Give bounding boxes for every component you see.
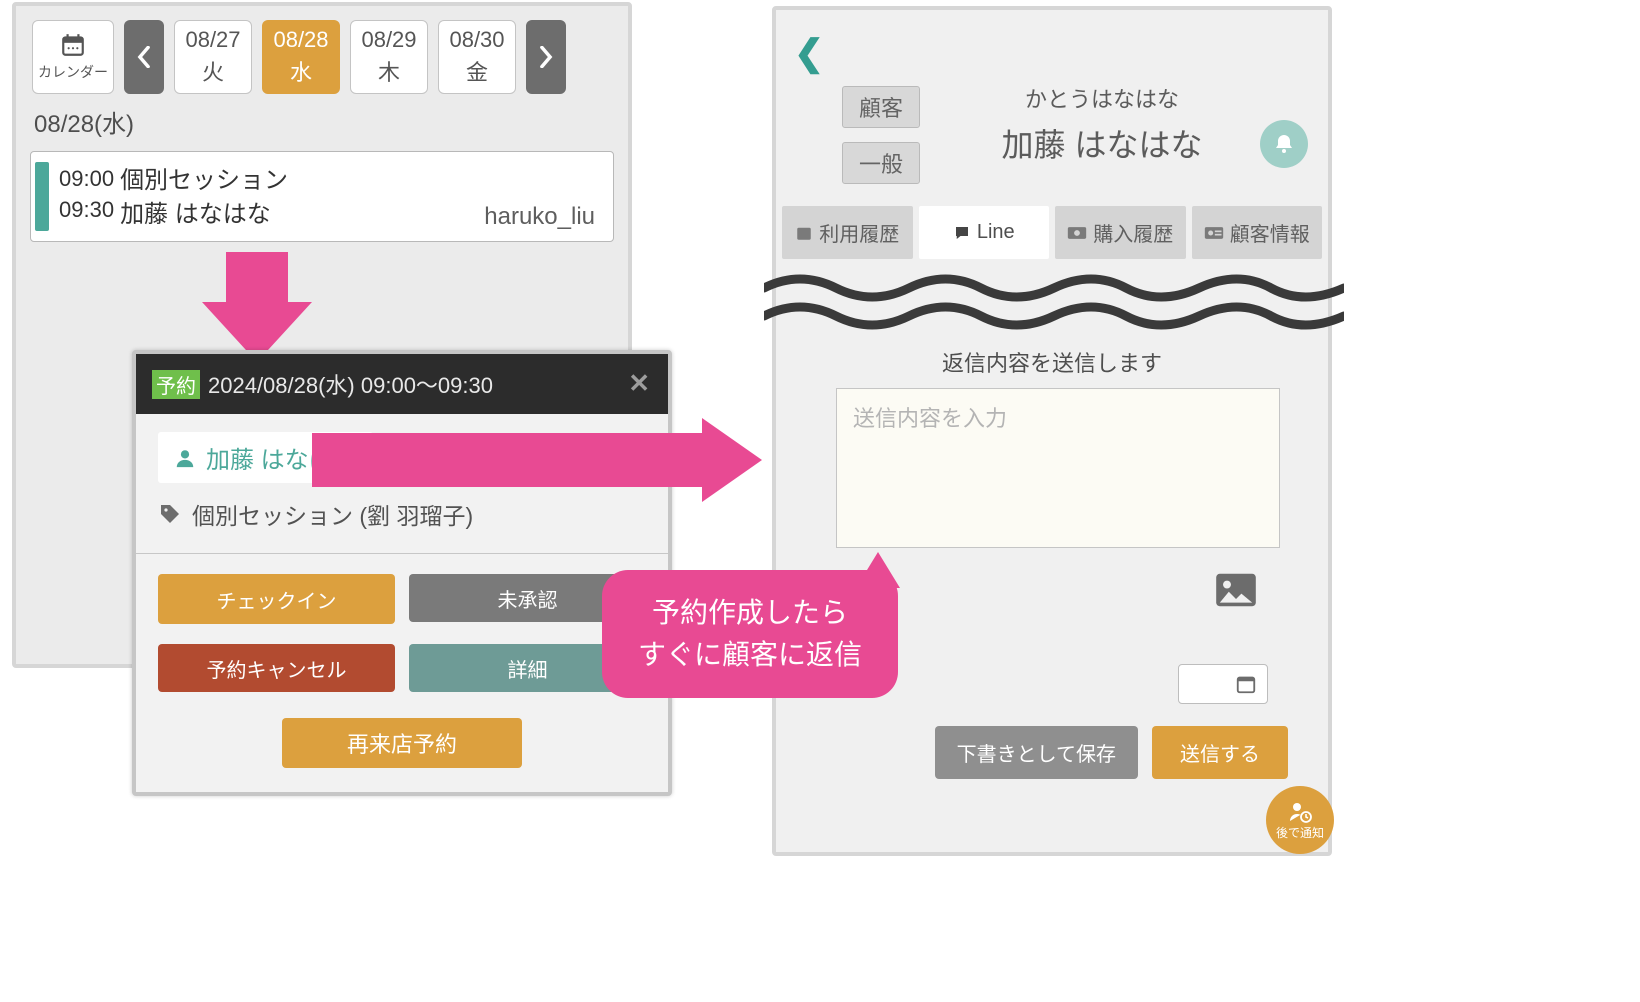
customer-name-display: 加藤 はなはな xyxy=(956,120,1248,166)
service-tag-label: 個別セッション (劉 羽瑠子) xyxy=(192,497,473,531)
selected-date: 08/28(水) xyxy=(16,98,628,151)
image-icon xyxy=(1214,572,1258,608)
calendar-icon xyxy=(58,32,88,58)
person-icon xyxy=(174,447,196,469)
calendar-label: カレンダー xyxy=(38,62,108,82)
appointment-times: 09:00 09:30 xyxy=(59,162,120,231)
day-dow: 水 xyxy=(290,55,312,87)
day-date: 08/28 xyxy=(273,27,328,53)
chevron-left-icon xyxy=(137,46,151,68)
chat-icon xyxy=(953,224,971,242)
tag-general[interactable]: 一般 xyxy=(842,142,920,184)
checkin-button[interactable]: チェックイン xyxy=(158,574,395,624)
day-0830[interactable]: 08/30 金 xyxy=(438,20,516,94)
person-clock-icon xyxy=(1286,800,1314,824)
flow-arrow-right xyxy=(312,418,782,502)
close-button[interactable]: ✕ xyxy=(628,368,650,399)
tab-purchase[interactable]: 購入履歴 xyxy=(1055,206,1186,259)
day-dow: 火 xyxy=(202,55,224,87)
day-dow: 木 xyxy=(378,55,400,87)
calendar-icon xyxy=(795,224,813,242)
calendar-button[interactable]: カレンダー xyxy=(32,20,114,94)
customer-kana: かとうはなはな xyxy=(956,82,1248,114)
day-dow: 金 xyxy=(466,55,488,87)
callout-line2: すぐに顧客に返信 xyxy=(638,634,862,676)
money-icon xyxy=(1067,225,1087,241)
appt-staff: haruko_liu xyxy=(484,203,595,231)
message-placeholder: 送信内容を入力 xyxy=(853,406,1007,431)
date-bar: カレンダー 08/27 火 08/28 水 08/29 木 08/30 金 xyxy=(16,6,628,98)
popup-title: 2024/08/28(水) 09:00～09:30 xyxy=(208,368,493,400)
appt-service: 個別セッション xyxy=(120,164,599,198)
appointment-card[interactable]: 09:00 09:30 個別セッション 加藤 はなはな haruko_liu xyxy=(30,151,614,242)
chevron-right-icon xyxy=(539,46,553,68)
customer-names: かとうはなはな 加藤 はなはな xyxy=(956,82,1248,166)
day-date: 08/30 xyxy=(449,27,504,53)
tag-customer[interactable]: 顧客 xyxy=(842,86,920,128)
rebook-button[interactable]: 再来店予約 xyxy=(282,718,522,768)
schedule-date-picker[interactable] xyxy=(1178,664,1268,704)
message-input[interactable]: 送信内容を入力 xyxy=(836,388,1280,548)
appt-end: 09:30 xyxy=(59,195,114,226)
send-button[interactable]: 送信する xyxy=(1152,726,1288,779)
id-card-icon xyxy=(1204,225,1224,241)
popup-header: 予約 2024/08/28(水) 09:00～09:30 ✕ xyxy=(136,354,668,414)
day-0828[interactable]: 08/28 水 xyxy=(262,20,340,94)
reservation-badge: 予約 xyxy=(152,370,200,399)
service-tag: 個別セッション (劉 羽瑠子) xyxy=(158,497,646,531)
attach-image-button[interactable] xyxy=(1214,572,1258,608)
callout-bubble: 予約作成したら すぐに顧客に返信 xyxy=(602,570,898,698)
appt-start: 09:00 xyxy=(59,164,114,195)
day-0827[interactable]: 08/27 火 xyxy=(174,20,252,94)
tab-line[interactable]: Line xyxy=(919,206,1050,259)
reservation-popup: 予約 2024/08/28(水) 09:00～09:30 ✕ 加藤 はなはな 個… xyxy=(132,350,672,796)
callout-line1: 予約作成したら xyxy=(638,592,862,634)
tab-usage[interactable]: 利用履歴 xyxy=(782,206,913,259)
prev-day-button[interactable] xyxy=(124,20,164,94)
reply-title: 返信内容を送信します xyxy=(776,346,1328,378)
next-day-button[interactable] xyxy=(526,20,566,94)
notification-bell[interactable] xyxy=(1260,120,1308,168)
day-date: 08/29 xyxy=(361,27,416,53)
bell-icon xyxy=(1272,132,1296,156)
notify-later-button[interactable]: 後で通知 xyxy=(1266,786,1334,854)
save-draft-button[interactable]: 下書きとして保存 xyxy=(935,726,1138,779)
day-0829[interactable]: 08/29 木 xyxy=(350,20,428,94)
back-button[interactable]: ❮ xyxy=(794,32,824,74)
tag-icon xyxy=(158,502,182,526)
action-row: 下書きとして保存 送信する xyxy=(776,726,1288,779)
notify-later-label: 後で通知 xyxy=(1276,824,1324,841)
tab-info[interactable]: 顧客情報 xyxy=(1192,206,1323,259)
calendar-small-icon xyxy=(1235,673,1257,695)
customer-panel: ❮ 顧客 一般 かとうはなはな 加藤 はなはな 利用履歴 Line 購入履歴 顧… xyxy=(772,6,1332,856)
day-date: 08/27 xyxy=(185,27,240,53)
customer-tabs: 利用履歴 Line 購入履歴 顧客情報 xyxy=(782,206,1322,259)
cancel-button[interactable]: 予約キャンセル xyxy=(158,644,395,692)
customer-tags: 顧客 一般 xyxy=(842,86,920,184)
appointment-color-bar xyxy=(35,162,49,231)
content-omitted-wave xyxy=(764,274,1344,330)
